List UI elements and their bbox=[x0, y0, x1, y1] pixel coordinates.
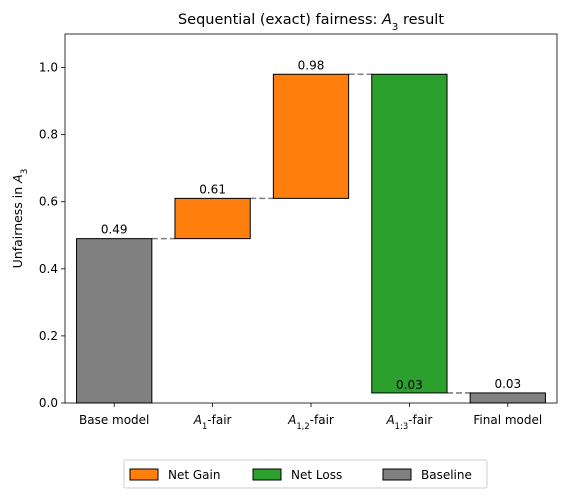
legend-box bbox=[123, 459, 488, 489]
legend-item-gain: Net Gain bbox=[129, 468, 220, 482]
y-axis-ticks: 0.0 0.2 0.4 0.6 0.8 1.0 bbox=[39, 61, 65, 410]
bar-value-label: 0.03 bbox=[494, 377, 521, 391]
bar-loss bbox=[371, 73, 448, 394]
bar-gain bbox=[272, 73, 350, 199]
legend-label: Baseline bbox=[421, 468, 472, 482]
legend-swatch bbox=[252, 468, 282, 481]
bars bbox=[76, 73, 546, 404]
y-tick-label: 1.0 bbox=[39, 61, 58, 75]
y-tick-label: 0.4 bbox=[39, 262, 58, 276]
chart-title-group: Sequential (exact) fairness: A3 result bbox=[178, 12, 444, 33]
bar-value-labels: 0.49 0.61 0.98 0.03 0.03 bbox=[101, 58, 521, 392]
y-tick-label: 0.2 bbox=[39, 329, 58, 343]
y-axis-label-group: Unfairness in A3 bbox=[10, 169, 30, 269]
y-tick-label: 0.8 bbox=[39, 128, 58, 142]
y-tick-label: 0.6 bbox=[39, 195, 58, 209]
x-tick-label: A1,2-fair bbox=[287, 413, 334, 431]
legend-item-loss: Net Loss bbox=[252, 468, 342, 482]
bar-baseline bbox=[76, 238, 153, 404]
chart-title: Sequential (exact) fairness: A3 result bbox=[178, 12, 444, 33]
connector-lines bbox=[151, 73, 471, 394]
y-tick-label: 0.0 bbox=[39, 396, 58, 410]
x-tick-label: A1-fair bbox=[193, 413, 232, 431]
bar-baseline bbox=[469, 392, 546, 404]
legend-label: Net Gain bbox=[168, 468, 220, 482]
bar-value-label: 0.49 bbox=[101, 223, 128, 237]
x-tick-label: A1:3-fair bbox=[385, 413, 432, 431]
bar-gain bbox=[174, 197, 251, 240]
bar-value-label: 0.03 bbox=[396, 378, 423, 392]
x-tick-label: Final model bbox=[473, 413, 542, 427]
legend-swatch bbox=[129, 468, 159, 481]
bar-value-label: 0.61 bbox=[199, 182, 226, 196]
y-axis-label: Unfairness in A3 bbox=[10, 169, 30, 269]
legend-item-baseline: Baseline bbox=[382, 468, 472, 482]
x-axis-ticks: Base model A1-fair A1,2-fair A1:3-fair Final… bbox=[79, 403, 542, 431]
legend-swatch bbox=[382, 468, 412, 481]
legend-label: Net Loss bbox=[291, 468, 342, 482]
legend: Net Gain Net Loss Baseline bbox=[123, 459, 488, 489]
bar-value-label: 0.98 bbox=[298, 58, 325, 72]
x-tick-label: Base model bbox=[79, 413, 149, 427]
